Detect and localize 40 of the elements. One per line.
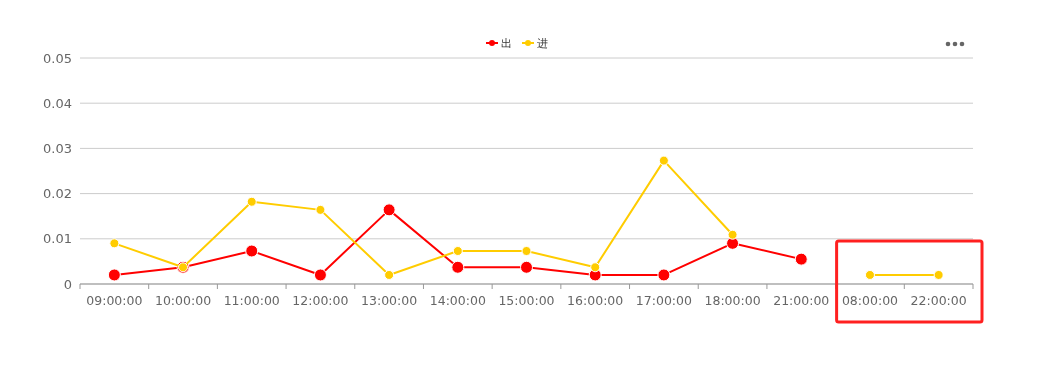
point xyxy=(452,246,463,256)
x-tick-label: 18:00:00 xyxy=(704,293,761,308)
y-tick-label: 0.02 xyxy=(43,186,72,202)
x-tick-label: 09:00:00 xyxy=(86,293,143,308)
legend-label: 出 xyxy=(501,36,512,50)
point xyxy=(107,268,121,282)
x-tick-label: 15:00:00 xyxy=(498,293,555,308)
point xyxy=(794,252,808,266)
point xyxy=(658,155,669,166)
y-tick-label: 0.05 xyxy=(43,50,72,66)
x-tick-label: 08:00:00 xyxy=(841,293,899,308)
point xyxy=(245,244,259,258)
point xyxy=(384,269,395,280)
point xyxy=(657,268,671,282)
y-tick-label: 0.04 xyxy=(43,95,72,111)
point xyxy=(520,260,533,274)
point xyxy=(315,204,326,215)
point xyxy=(933,269,944,280)
legend-label: 进 xyxy=(537,36,548,50)
x-tick-label: 17:00:00 xyxy=(635,293,692,308)
point xyxy=(521,246,532,256)
x-tick-label: 10:00:00 xyxy=(154,293,212,308)
x-tick-label: 16:00:00 xyxy=(567,293,624,308)
x-tick-label: 21:00:00 xyxy=(773,293,830,308)
point xyxy=(246,196,257,207)
point xyxy=(109,238,120,249)
point xyxy=(451,260,465,274)
x-tick-label: 11:00:00 xyxy=(223,293,280,308)
point xyxy=(313,268,327,282)
x-tick-label: 22:00:00 xyxy=(910,293,967,308)
point xyxy=(382,203,396,217)
y-tick-label: 0.03 xyxy=(43,140,72,156)
x-tick-label: 14:00:00 xyxy=(429,293,486,308)
point xyxy=(727,229,738,240)
point xyxy=(590,262,601,273)
y-tick-label: 0.01 xyxy=(43,231,72,247)
x-tick-label: 13:00:00 xyxy=(361,293,418,308)
y-tick-label: 0 xyxy=(63,276,72,292)
point xyxy=(864,269,875,280)
x-tick-label: 12:00:00 xyxy=(292,293,349,308)
